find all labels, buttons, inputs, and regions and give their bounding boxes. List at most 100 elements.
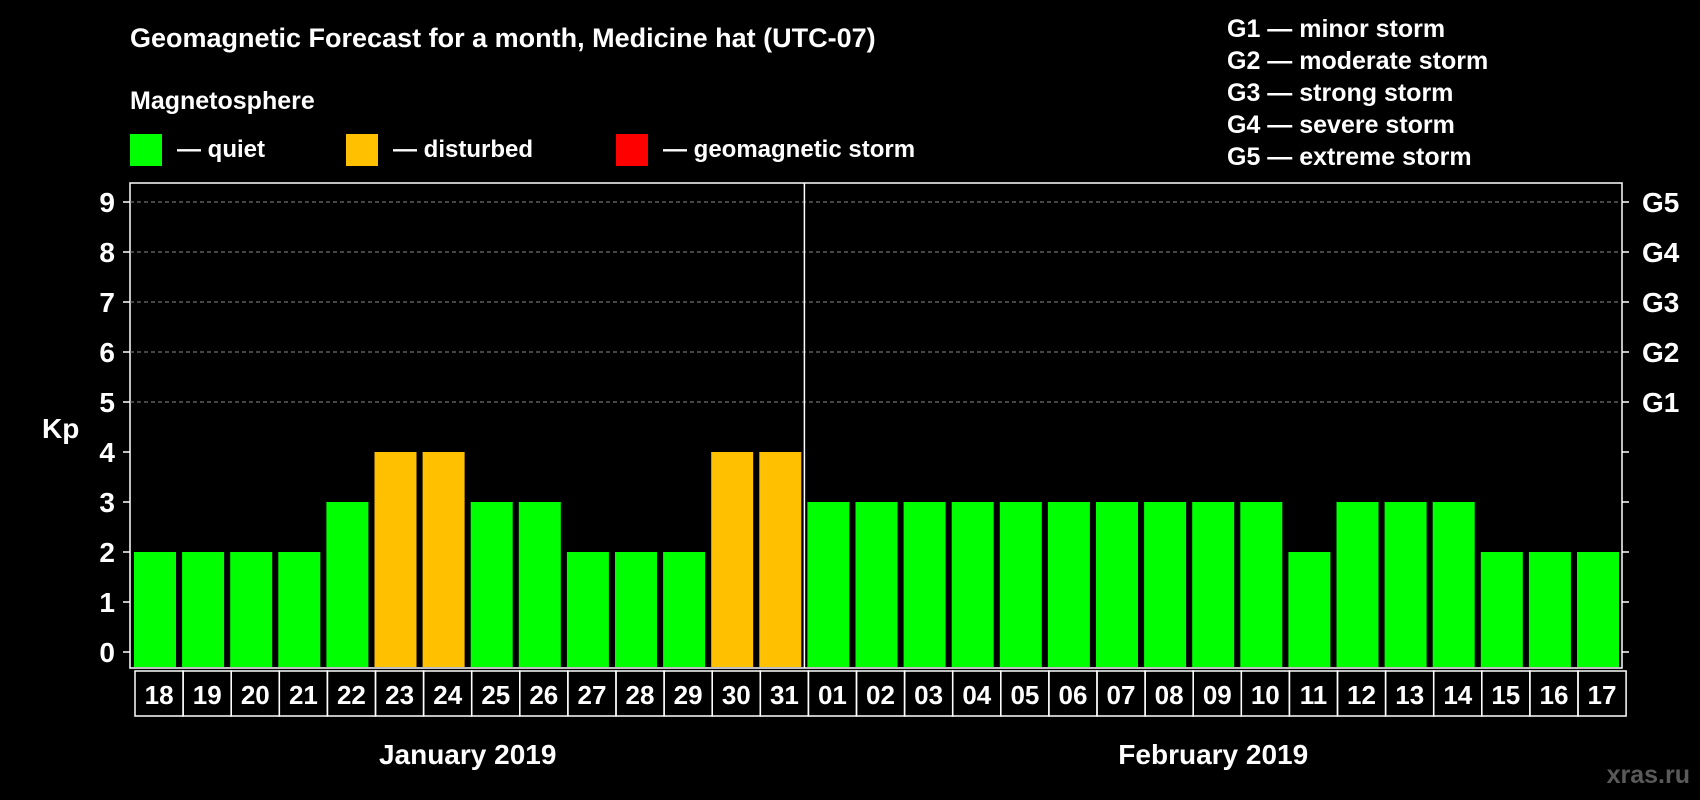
day-label-03: 03 (914, 680, 943, 710)
bar-15 (1480, 552, 1523, 667)
y-axis: 0 1 2 3 4 5 6 7 8 9 (99, 187, 130, 668)
y-tick-label-3: 3 (99, 487, 115, 518)
day-label-17: 17 (1588, 680, 1617, 710)
day-label-09: 09 (1203, 680, 1232, 710)
right-axis: G1 G2 G3 G4 G5 (1622, 187, 1680, 653)
y-tick-label-6: 6 (99, 337, 115, 368)
day-label-30: 30 (722, 680, 751, 710)
x-axis-day-labels: 18 19 20 21 22 23 24 25 26 27 28 29 30 31 01 02 03 04 05 06… (134, 670, 1627, 717)
bar-18 (134, 552, 176, 667)
bar-03 (903, 502, 946, 667)
day-label-25: 25 (481, 680, 510, 710)
bar-22 (326, 502, 369, 667)
day-label-08: 08 (1155, 680, 1184, 710)
storm-scale-legend: G1 — minor storm G2 — moderate storm G3 … (1227, 15, 1488, 171)
right-axis-label-g4: G4 (1642, 237, 1680, 268)
right-axis-label-g5: G5 (1642, 187, 1679, 218)
legend-heading: Magnetosphere (130, 87, 315, 115)
day-label-21: 21 (289, 680, 318, 710)
plot-frame (129, 182, 1623, 669)
day-label-29: 29 (674, 680, 703, 710)
month-label-1: February 2019 (1118, 739, 1308, 770)
bar-10 (1240, 502, 1283, 667)
storm-scale-g5: G5 — extreme storm (1227, 143, 1472, 171)
bar-24 (422, 452, 465, 667)
storm-scale-g2: G2 — moderate storm (1227, 47, 1488, 75)
day-label-18: 18 (145, 680, 174, 710)
storm-scale-g4: G4 — severe storm (1227, 111, 1455, 139)
bar-20 (230, 552, 273, 667)
bar-31 (759, 452, 802, 667)
y-tick-label-2: 2 (99, 537, 115, 568)
day-cell-17 (1577, 670, 1627, 717)
bar-12 (1336, 502, 1379, 667)
bar-17 (1577, 552, 1619, 667)
bar-04 (951, 502, 994, 667)
day-label-13: 13 (1395, 680, 1424, 710)
bar-01 (807, 502, 850, 667)
day-label-16: 16 (1540, 680, 1569, 710)
legend-label-disturbed: — disturbed (393, 136, 533, 163)
right-axis-label-g1: G1 (1642, 387, 1679, 418)
y-axis-label: Kp (42, 413, 79, 444)
bar-14 (1432, 502, 1475, 667)
day-label-04: 04 (962, 680, 991, 710)
legend-swatch-disturbed (346, 134, 378, 166)
bar-16 (1528, 552, 1571, 667)
bar-02 (855, 502, 898, 667)
legend-swatch-quiet (130, 134, 162, 166)
bar-21 (278, 552, 321, 667)
storm-scale-g1: G1 — minor storm (1227, 15, 1445, 43)
day-label-10: 10 (1251, 680, 1280, 710)
day-label-27: 27 (578, 680, 607, 710)
legend-label-storm: — geomagnetic storm (663, 136, 915, 163)
right-axis-label-g2: G2 (1642, 337, 1679, 368)
day-label-23: 23 (385, 680, 414, 710)
day-label-14: 14 (1443, 680, 1472, 710)
bar-07 (1096, 502, 1138, 667)
right-axis-label-g3: G3 (1642, 287, 1679, 318)
chart-title: Geomagnetic Forecast for a month, Medici… (130, 23, 876, 53)
day-label-24: 24 (433, 680, 462, 710)
y-tick-label-1: 1 (99, 587, 115, 618)
day-label-01: 01 (818, 680, 847, 710)
y-tick-label-5: 5 (99, 387, 115, 418)
day-label-07: 07 (1107, 680, 1136, 710)
y-tick-label-8: 8 (99, 237, 115, 268)
legend: — quiet — disturbed — geomagnetic storm (130, 134, 915, 166)
day-label-11: 11 (1300, 680, 1328, 710)
bar-11 (1288, 552, 1331, 667)
y-tick-label-0: 0 (99, 637, 115, 668)
day-label-26: 26 (529, 680, 558, 710)
bars (134, 452, 1619, 667)
day-label-28: 28 (626, 680, 655, 710)
bar-30 (711, 452, 754, 667)
month-labels: January 2019 February 2019 (379, 183, 1308, 770)
month-label-0: January 2019 (379, 739, 556, 770)
bar-26 (518, 502, 561, 667)
y-tick-label-9: 9 (99, 187, 115, 218)
legend-swatch-storm (616, 134, 648, 166)
bar-05 (999, 502, 1042, 667)
bar-08 (1144, 502, 1187, 667)
watermark: xras.ru (1607, 761, 1690, 789)
legend-label-quiet: — quiet (177, 136, 265, 163)
gridlines (130, 201, 1622, 403)
bar-25 (470, 502, 513, 667)
day-label-20: 20 (241, 680, 270, 710)
bar-13 (1384, 502, 1427, 667)
day-label-02: 02 (866, 680, 895, 710)
bar-23 (374, 452, 417, 667)
storm-scale-g3: G3 — strong storm (1227, 79, 1453, 107)
y-tick-label-4: 4 (99, 437, 115, 468)
bar-29 (663, 552, 706, 667)
day-label-05: 05 (1010, 680, 1039, 710)
day-label-15: 15 (1491, 680, 1520, 710)
day-label-06: 06 (1059, 680, 1088, 710)
bar-28 (615, 552, 657, 667)
bar-09 (1192, 502, 1235, 667)
bar-19 (182, 552, 225, 667)
bar-27 (566, 552, 609, 667)
day-label-19: 19 (193, 680, 222, 710)
